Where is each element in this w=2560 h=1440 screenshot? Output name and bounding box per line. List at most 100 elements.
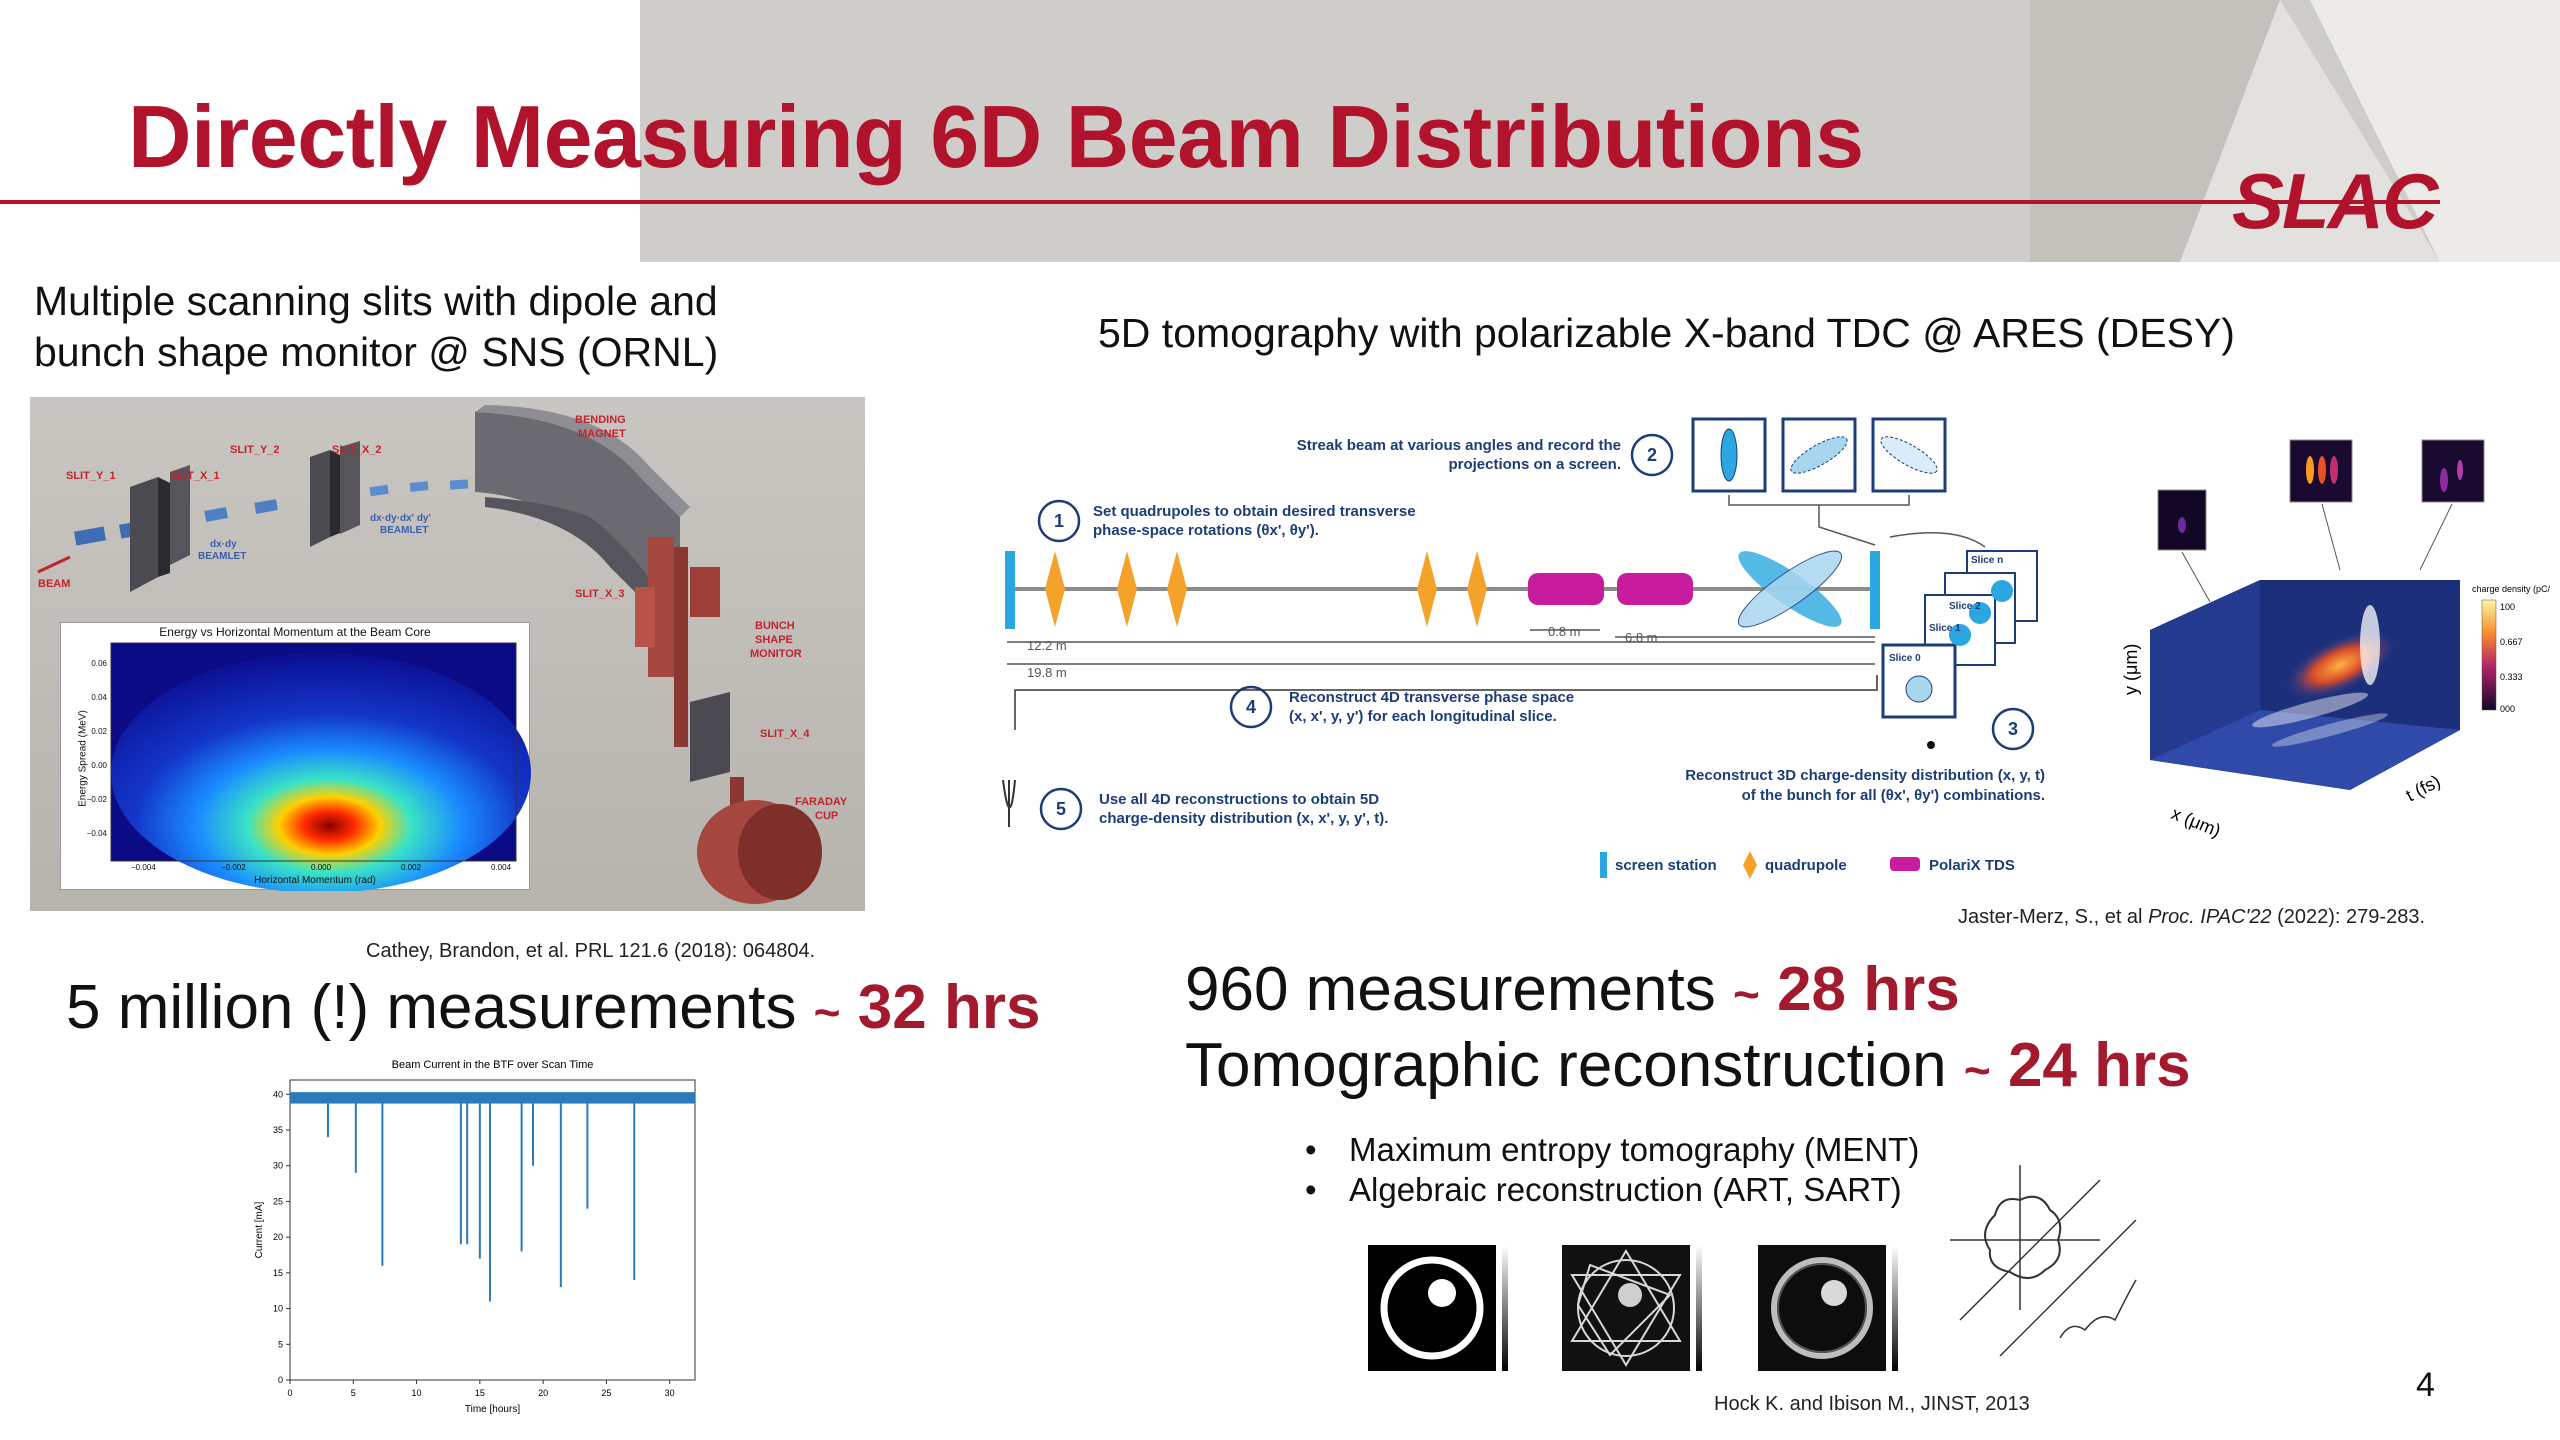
heatmap-plot	[110, 642, 531, 891]
left-stat-text: 5 million (!) measurements	[66, 973, 797, 1042]
beam-arrow	[37, 555, 71, 574]
right-stat-1: 960 measurements ~ 28 hrs	[1185, 954, 1960, 1025]
label-slit-x1: SLIT_X_1	[170, 470, 220, 482]
title-rule	[0, 200, 2440, 204]
step-4-line2: (x, x', y, y') for each longitudinal sli…	[1289, 708, 1557, 725]
bullet-item: Maximum entropy tomography (MENT)	[1305, 1130, 1919, 1170]
heatmap-ytick: 0.04	[91, 693, 107, 702]
left-caption: Multiple scanning slits with dipole and …	[34, 276, 718, 378]
legend-tds: PolariX TDS	[1929, 857, 2015, 874]
x-axis-label: Time [hours]	[465, 1404, 520, 1415]
right-stat-2-text: Tomographic reconstruction	[1185, 1031, 1947, 1100]
slit-x4-plate	[690, 692, 730, 782]
projection-sketch-drawing	[1950, 1165, 2137, 1357]
slice-1-label: Slice 1	[1929, 623, 1961, 634]
ares-diagram-drawing: 12.2 m 19.8 m 0.8 m 6.8 m	[1002, 417, 2045, 879]
label-bending-2: MAGNET	[578, 428, 626, 440]
current-baseline	[290, 1092, 695, 1104]
label-bending-1: BENDING	[575, 414, 626, 426]
x-tick-label: 25	[601, 1388, 611, 1398]
label-slit-x2: SLIT_X_2	[332, 444, 382, 456]
y-tick-label: 5	[278, 1339, 283, 1349]
right-stat-1-tilde: ~	[1732, 968, 1760, 1020]
loop-icon	[1002, 779, 1016, 827]
label-bsm-2: SHAPE	[755, 634, 793, 646]
step-circles	[1037, 433, 2035, 831]
label-beamlet-b1: dx·dy·dx' dy'	[370, 513, 431, 524]
heatmap-xtick: 0.004	[491, 863, 512, 872]
y-tick-label: 30	[273, 1161, 283, 1171]
label-bsm-3: MONITOR	[750, 648, 802, 660]
header-decoration	[2030, 0, 2560, 262]
legend-quad: quadrupole	[1765, 857, 1847, 874]
streaked-beam	[1737, 550, 1843, 628]
step-2-line2: projections on a screen.	[1448, 456, 1621, 473]
label-faraday-2: CUP	[815, 810, 838, 822]
diagram-legend: screen station quadrupole PolariX TDS	[1600, 851, 2015, 879]
plot-area	[289, 1079, 696, 1381]
right-stat-2-tilde: ~	[1963, 1044, 1991, 1096]
slit-plates	[130, 441, 360, 592]
heatmap-title: Energy vs Horizontal Momentum at the Bea…	[159, 625, 431, 639]
y-axis-label: Current [mA]	[254, 1201, 265, 1258]
right-stat-2: Tomographic reconstruction ~ 24 hrs	[1185, 1030, 2191, 1101]
y-tick-label: 35	[273, 1125, 283, 1135]
beam-current-plot: Beam Current in the BTF over Scan Time Ti…	[254, 1059, 696, 1415]
left-stat: 5 million (!) measurements ~ 32 hrs	[66, 972, 1040, 1043]
method-bullets: Maximum entropy tomography (MENT) Algebr…	[1305, 1130, 1919, 1210]
volume-ylabel: y (μm)	[2121, 644, 2141, 695]
y-tick-label: 15	[273, 1268, 283, 1278]
x-tick-label: 0	[287, 1388, 292, 1398]
step-4-line1: Reconstruct 4D transverse phase space	[1289, 689, 1574, 706]
heatmap-xtick: −0.004	[131, 863, 156, 872]
colorbar-tick-3: 000	[2500, 704, 2515, 714]
step-4-number: 4	[1246, 697, 1256, 717]
slac-logo: SLAC	[2232, 157, 2438, 245]
screen-start	[1005, 551, 1015, 629]
heatmap-ytick: 0.00	[91, 761, 107, 770]
slide-title: Directly Measuring 6D Beam Distributions	[128, 87, 1864, 186]
label-beamlet-b2: BEAMLET	[380, 525, 428, 536]
heatmap-ytick: −0.02	[86, 795, 107, 804]
projection-sketch	[1940, 1160, 2140, 1360]
slice-2-label: Slice 2	[1949, 601, 1981, 612]
x-tick-label: 10	[412, 1388, 422, 1398]
heatmap-xtick: −0.002	[221, 863, 246, 872]
heatmap-xlabel: Horizontal Momentum (rad)	[254, 875, 376, 886]
label-slit-y1: SLIT_Y_1	[66, 470, 116, 482]
dist-19-8: 19.8 m	[1027, 665, 1067, 680]
step-2-number: 2	[1647, 445, 1657, 465]
label-beam: BEAM	[38, 578, 70, 590]
sns-setup-drawing: SLIT_Y_1 SLIT_X_1 SLIT_Y_2 SLIT_X_2 BEND…	[37, 405, 848, 904]
label-slit-x3: SLIT_X_3	[575, 588, 625, 600]
y-tick-label: 40	[273, 1089, 283, 1099]
right-reference-venue: Proc. IPAC'22	[2148, 906, 2272, 928]
left-caption-line1: Multiple scanning slits with dipole and	[34, 278, 718, 324]
page-number: 4	[2416, 1366, 2435, 1404]
step-5-number: 5	[1056, 799, 1066, 819]
slice-n-label: Slice n	[1971, 555, 2003, 566]
bottom-reference: Hock K. and Ibison M., JINST, 2013	[1714, 1393, 2030, 1415]
volume-rendering-figure: 100 0.667 0.333 000 charge density (pC/m…	[2110, 430, 2560, 850]
screen-end	[1870, 551, 1880, 629]
chart-title: Beam Current in the BTF over Scan Time	[392, 1059, 594, 1071]
y-tick-label: 25	[273, 1196, 283, 1206]
beam-current-chart: Beam Current in the BTF over Scan Time Ti…	[250, 1050, 710, 1420]
reconstruction-thumbnails	[1350, 1235, 1950, 1395]
bullet-item: Algebraic reconstruction (ART, SART)	[1305, 1170, 1919, 1210]
label-beamlet-a1: dx·dy	[210, 539, 237, 550]
volume-rendering: 100 0.667 0.333 000 charge density (pC/m…	[2121, 439, 2560, 841]
ares-diagram: 12.2 m 19.8 m 0.8 m 6.8 m	[995, 405, 2070, 885]
label-faraday-1: FARADAY	[795, 796, 848, 808]
step-5-line2: charge-density distribution (x, x', y, y…	[1099, 810, 1388, 827]
left-reference: Cathey, Brandon, et al. PRL 121.6 (2018)…	[366, 940, 816, 962]
volume-xlabel: x (μm)	[2169, 803, 2224, 841]
distances: 12.2 m 19.8 m 0.8 m 6.8 m	[1007, 624, 1875, 680]
step-1-line2: phase-space rotations (θx', θy').	[1093, 522, 1319, 539]
right-reference: Jaster-Merz, S., et al Proc. IPAC'22 (20…	[1958, 906, 2425, 929]
right-reference-pages: (2022): 279-283.	[2271, 906, 2425, 928]
label-slit-y2: SLIT_Y_2	[230, 444, 280, 456]
y-tick-label: 0	[278, 1375, 283, 1385]
step-1-number: 1	[1054, 511, 1064, 531]
right-stat-1-value: 28 hrs	[1777, 955, 1960, 1024]
